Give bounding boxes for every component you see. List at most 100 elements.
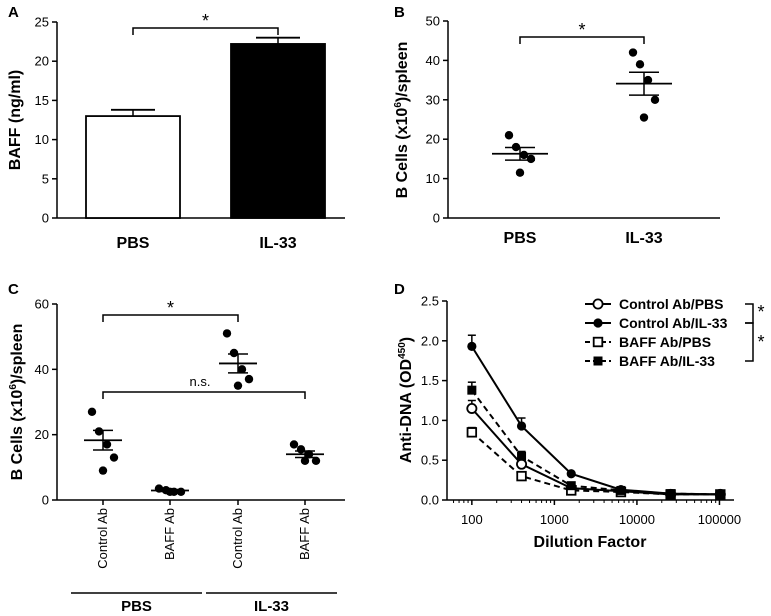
panel-c-ns-label: n.s. (190, 374, 211, 389)
panel-d-data-point (616, 485, 626, 495)
panel-c-data-point (94, 427, 104, 436)
panel-b-y-tick-label: 40 (426, 53, 440, 68)
panel-letter-a: A (8, 4, 19, 21)
panel-c-category-label: BAFF Ab (162, 508, 177, 560)
panel-c-y-label-part: )/spleen (9, 324, 26, 384)
panel-b-data-point (650, 95, 660, 105)
panel-d-data-point (517, 451, 527, 461)
panel-letter-b: B (394, 4, 405, 21)
panel-b-significance-star: * (578, 20, 585, 40)
panel-d-data-point (466, 427, 478, 438)
panel-a-y-tick-label: 20 (35, 54, 49, 69)
panel-d-legend-marker (593, 318, 603, 328)
panel-c-data-point (87, 407, 97, 416)
panel-d-legend-label: BAFF Ab/IL-33 (619, 353, 715, 369)
panel-d-y-tick-label: 0.0 (421, 493, 439, 508)
panel-d-x-tick-label: 100 (461, 512, 483, 527)
panel-d-legend-marker (592, 336, 604, 348)
panel-c-data-point (300, 456, 310, 465)
panel-b-y-tick-label: 10 (426, 171, 440, 186)
panel-b-y-label-superscript: 6 (393, 102, 404, 108)
panel-a-y-label: BAFF (ng/ml) (7, 70, 24, 170)
panel-b-data-point (519, 150, 529, 160)
panel-d-y-tick-label: 1.5 (421, 373, 439, 388)
panel-c-data-point (109, 453, 119, 462)
panel-d-x-tick-label: 1000 (540, 512, 569, 527)
panel-c-data-point (229, 348, 239, 358)
panel-d-legend-star: * (757, 332, 764, 352)
panel-d-x-label: Dilution Factor (534, 534, 647, 551)
panel-a-significance-star: * (202, 11, 209, 31)
panel-a-y-tick-label: 10 (35, 132, 49, 147)
panel-d-x-tick-label: 10000 (619, 512, 655, 527)
panel-d-data-point (566, 481, 576, 491)
panel-b-category-label: IL-33 (625, 230, 662, 247)
panel-b-y-tick-label: 20 (426, 132, 440, 147)
panel-c-ns-bracket (102, 391, 306, 399)
panel-d-data-point (516, 421, 527, 431)
panel-c-data-point (237, 365, 247, 374)
panel-d-legend-bracket (745, 303, 754, 324)
panel-c-data-point (289, 440, 299, 449)
panel-d-data-point (466, 402, 478, 414)
panel-a-category-label: PBS (117, 235, 150, 252)
panel-c-y-tick-label: 0 (42, 493, 49, 508)
panel-c-data-point (222, 329, 232, 338)
panel-b-data-point (526, 154, 536, 164)
panel-d-data-point (516, 458, 528, 470)
panel-a-category-label: IL-33 (259, 235, 296, 252)
panel-c-y-tick-label: 20 (35, 427, 49, 442)
panel-d-legend-label: Control Ab/PBS (619, 296, 723, 312)
panel-d-legend-label: Control Ab/IL-33 (619, 315, 728, 331)
panel-d-data-point (666, 489, 676, 499)
panel-a-y-tick-label: 5 (42, 171, 49, 186)
panel-c-data-point (296, 445, 306, 454)
panel-a-bar (230, 43, 326, 219)
panel-b-significance-bracket (519, 36, 645, 44)
panel-d-y-label-part: ) (398, 337, 415, 342)
panel-d-y-tick-label: 2.5 (421, 294, 439, 309)
panel-c-data-point (244, 374, 254, 384)
panel-a-y-tick-label: 0 (42, 211, 49, 226)
panel-d-data-point (467, 341, 477, 351)
panel-c-group-label: PBS (121, 598, 152, 615)
panel-d-series-line (471, 389, 721, 496)
panel-d-series-line (471, 431, 721, 496)
panel-d-legend-bracket (745, 322, 754, 362)
panel-c-significance-bracket (102, 314, 239, 322)
panel-d-legend-label: BAFF Ab/PBS (619, 334, 711, 350)
panel-b-data-point (643, 75, 653, 85)
panel-c-y-label-part: B Cells (x10 (9, 390, 26, 481)
panel-c-group-label: IL-33 (254, 598, 289, 615)
panel-letter-c: C (8, 281, 19, 298)
panel-a-bar (85, 115, 181, 219)
panel-d-x-tick-label: 100000 (698, 512, 741, 527)
panel-c-category-label: BAFF Ab (297, 508, 312, 560)
panel-c-data-point (102, 440, 112, 449)
panel-c-category-label: Control Ab (95, 508, 110, 569)
panel-b-y-tick-label: 30 (426, 92, 440, 107)
panel-c-y-tick-label: 40 (35, 362, 49, 377)
panel-d-data-point (566, 469, 576, 479)
panel-c-y-label-superscript: 6 (8, 384, 19, 390)
panel-b-y-tick-label: 50 (426, 14, 440, 29)
panel-a-significance-bracket (132, 27, 279, 35)
panel-b-y-label-part: B Cells (x10 (394, 108, 411, 199)
panel-a-y-tick-label: 25 (35, 15, 49, 30)
panel-d-data-point (467, 385, 477, 395)
panel-c-category-label: Control Ab (230, 508, 245, 569)
panel-b-data-point (515, 168, 525, 177)
panel-d-y-tick-label: 1.0 (421, 413, 439, 428)
panel-c-significance-star: * (167, 298, 174, 318)
panel-b-data-point (639, 113, 649, 122)
panel-b-data-point (504, 131, 514, 140)
panel-d-y-tick-label: 0.5 (421, 453, 439, 468)
panel-b-y-tick-label: 0 (433, 211, 440, 226)
panel-b-y-label-part: )/spleen (394, 42, 411, 102)
panel-d-y-label: Anti-DNA (OD450) (397, 337, 415, 463)
panel-b-data-point (628, 48, 638, 57)
panel-b-data-point (635, 60, 645, 69)
panel-c-data-point (311, 456, 321, 465)
panel-d-y-label-superscript: 450 (397, 342, 408, 359)
